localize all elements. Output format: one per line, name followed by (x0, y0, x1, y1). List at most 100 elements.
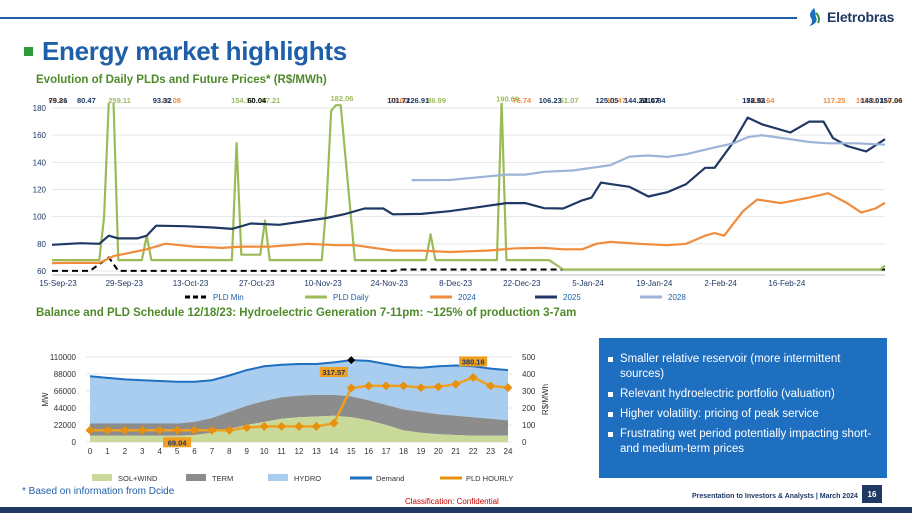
y-left-tick-label: 44000 (54, 404, 77, 413)
pld-hourly-point (451, 379, 461, 389)
page-title: Energy market highlights (42, 36, 347, 66)
pld-label-box (163, 437, 192, 448)
y-tick-label: 160 (33, 131, 47, 140)
legend-swatch (268, 474, 288, 481)
pld-hourly-point (433, 382, 443, 392)
legend-label: PLD HOURLY (466, 474, 513, 483)
balance-pld-schedule-chart: 0220004400066000880001100000100200300400… (41, 353, 550, 483)
footnote: * Based on information from Dcide (22, 486, 175, 497)
data-label: 144.22 (624, 96, 647, 105)
data-label: 117.25 (823, 96, 846, 105)
x-tick-label: 19 (416, 447, 425, 456)
data-label: 112.64 (752, 96, 775, 105)
x-tick-label: 13-Oct-23 (173, 279, 209, 288)
x-tick-label: 22-Dec-23 (503, 279, 541, 288)
legend-label: SOL+WIND (118, 474, 158, 483)
data-label: 158.52 (742, 96, 765, 105)
y-left-tick-label: 110000 (50, 353, 77, 362)
data-label: 114.84 (643, 96, 666, 105)
x-tick-label: 27-Oct-23 (239, 279, 275, 288)
series-line-2025 (52, 116, 886, 246)
hydro-area (90, 360, 508, 424)
pld-hourly-point (486, 381, 496, 391)
y-left-axis-title: MW (41, 392, 50, 407)
classification-label: Classification: Confidential (405, 497, 499, 506)
data-label: 60.04 (247, 96, 267, 105)
data-label: 61.07 (560, 96, 579, 105)
x-tick-label: 10 (260, 447, 269, 456)
brand-logo: Eletrobras (805, 7, 894, 27)
pld-point-label: 317.57 (322, 368, 345, 377)
data-label: 65.81 (49, 96, 68, 105)
demand-line (89, 359, 509, 383)
x-tick-label: 24-Nov-23 (371, 279, 409, 288)
eletrobras-logo-icon (809, 8, 821, 26)
y-right-tick-label: 400 (522, 370, 536, 379)
data-label: 157.06 (880, 96, 903, 105)
data-label: 93.32 (153, 96, 172, 105)
x-tick-label: 12 (295, 447, 304, 456)
x-tick-label: 8-Dec-23 (439, 279, 472, 288)
pld-hourly-point (85, 425, 95, 435)
data-label: 101.72 (387, 96, 410, 105)
highlight-item: Frustrating wet period potentially impac… (607, 427, 875, 457)
pld-hourly-point (277, 421, 287, 431)
data-label: 97.21 (262, 96, 281, 105)
x-tick-label: 3 (140, 447, 145, 456)
pld-point-label: 69.04 (168, 438, 188, 447)
data-label: 76.74 (512, 96, 532, 105)
highlight-item: Relevant hydroelectric portfolio (valuat… (607, 387, 875, 402)
x-tick-label: 10-Nov-23 (304, 279, 342, 288)
title-bullet (24, 47, 33, 56)
x-tick-label: 11 (277, 447, 286, 456)
x-tick-label: 24 (504, 447, 513, 456)
legend-label: 2025 (563, 293, 581, 302)
chart2-title: Balance and PLD Schedule 12/18/23: Hydro… (36, 307, 577, 319)
page-number: 16 (862, 485, 882, 503)
term-area (90, 394, 508, 436)
data-label: 126.91 (406, 96, 429, 105)
data-label: 86.99 (427, 96, 446, 105)
legend-label: TERM (212, 474, 233, 483)
pld-hourly-point (329, 418, 339, 428)
x-tick-label: 8 (227, 447, 232, 456)
pld-futures-line-chart: 60 80 100 120 140 160 180 15-Sep-23 29-Sep-23 13-… (33, 94, 903, 302)
x-tick-label: 5-Jan-24 (572, 279, 604, 288)
series-line-pld-min (52, 256, 885, 272)
data-label: 106.23 (539, 96, 562, 105)
legend-label: PLD Min (213, 293, 244, 302)
x-tick-label: 16-Feb-24 (768, 279, 805, 288)
data-label: 80.08 (162, 96, 181, 105)
legend-label: HYDRO (294, 474, 321, 483)
x-tick-label: 13 (312, 447, 321, 456)
pld-hourly-point (364, 381, 374, 391)
pld-hourly-point (381, 381, 391, 391)
footer-bar (0, 507, 912, 513)
series-line-pld-daily (52, 103, 886, 271)
legend-label: 2024 (458, 293, 476, 302)
x-tick-label: 18 (399, 447, 408, 456)
header-rule (0, 17, 797, 19)
data-label: 80.47 (77, 96, 96, 105)
footer-text: Presentation to Investors & Analysts | M… (692, 493, 858, 500)
pld-hourly-point (294, 421, 304, 431)
highlight-item: Higher volatility: pricing of peak servi… (607, 407, 875, 422)
pld-hourly-point (190, 425, 199, 435)
data-label: 172.93 (742, 96, 765, 105)
chart1-series-group (52, 103, 886, 272)
data-label: 61.07 (640, 96, 659, 105)
x-tick-label: 16 (364, 447, 373, 456)
x-tick-label: 15 (347, 447, 356, 456)
pld-hourly-point (503, 383, 513, 393)
legend-swatch (92, 474, 112, 481)
legend-label: 2028 (668, 293, 686, 302)
x-tick-label: 6 (192, 447, 197, 456)
pld-hourly-point (207, 425, 217, 435)
x-tick-label: 4 (157, 447, 162, 456)
y-right-tick-label: 300 (522, 387, 536, 396)
x-tick-label: 29-Sep-23 (106, 279, 144, 288)
y-tick-label: 120 (33, 186, 47, 195)
pld-label-box (459, 356, 488, 367)
pld-hourly-point (346, 383, 356, 393)
pld-hourly-point (399, 381, 408, 391)
